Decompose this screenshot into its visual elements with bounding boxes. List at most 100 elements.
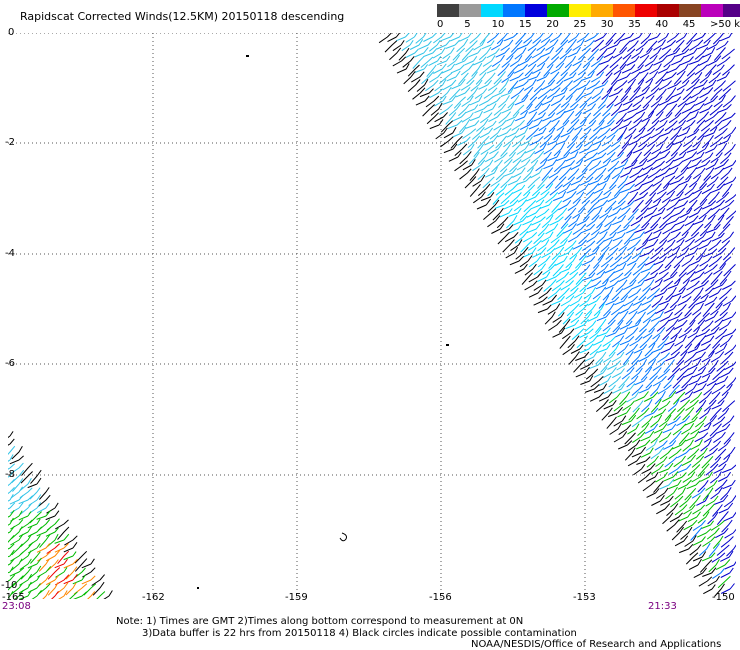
wind-barb-57 xyxy=(545,39,559,51)
wind-barb-1019 xyxy=(614,295,629,306)
wind-barb-1217 xyxy=(688,375,702,386)
wind-barb-743 xyxy=(535,208,550,219)
wind-barb-672 xyxy=(656,182,670,195)
wind-barb-1178 xyxy=(644,358,657,373)
wind-barb-414 xyxy=(566,119,580,133)
wind-barb-1143 xyxy=(651,343,666,354)
wind-barb-1322 xyxy=(618,440,633,450)
wind-barb-1441 xyxy=(720,536,734,548)
wind-barb-309 xyxy=(534,95,548,109)
wind-barb-1120 xyxy=(611,335,625,348)
wind-barb-404 xyxy=(476,118,489,132)
wind-barb-1242 xyxy=(626,391,640,403)
wind-barb-554 xyxy=(673,151,687,162)
wind-barb-1335 xyxy=(631,446,646,458)
wind-barb-1056 xyxy=(570,311,584,324)
wind-barb-1568 xyxy=(19,573,33,586)
wind-barb-979 xyxy=(650,279,663,291)
wind-map[interactable] xyxy=(8,33,736,599)
wind-barb-550 xyxy=(639,151,652,164)
wind-barb-1453 xyxy=(688,558,702,571)
wind-barb-127 xyxy=(501,55,514,68)
wind-barb-1499 xyxy=(36,503,50,514)
wind-barb-132 xyxy=(546,56,560,69)
wind-barb-242 xyxy=(560,80,573,93)
wind-barb-1397 xyxy=(651,495,665,506)
wind-barb-1200 xyxy=(683,366,698,378)
wind-barb-1496 xyxy=(10,502,24,514)
wind-barb-1389 xyxy=(656,487,669,499)
wind-barb-86 xyxy=(468,48,482,58)
wind-barb-1255 xyxy=(613,400,627,412)
wind-barb-373 xyxy=(498,111,511,124)
wind-barb-657 xyxy=(523,184,536,197)
wind-barb-50 xyxy=(481,40,495,50)
wind-barb-262 xyxy=(419,88,434,98)
wind-barb-76 xyxy=(716,40,729,51)
wind-barb-1528 xyxy=(64,535,78,546)
wind-barb-1285 xyxy=(631,416,646,428)
wind-barb-932 xyxy=(640,263,656,274)
wind-barb-544 xyxy=(583,152,598,162)
wind-barb-924 xyxy=(569,263,583,276)
wind-barb-264 xyxy=(439,86,452,101)
wind-barb-161 xyxy=(479,64,492,76)
wind-barb-1237 xyxy=(721,383,733,396)
wind-barb-1138 xyxy=(608,342,620,357)
wind-barb-1156 xyxy=(602,351,616,363)
wind-barb-711 xyxy=(494,200,510,209)
wind-barb-350 xyxy=(593,104,606,117)
wind-barb-1065 xyxy=(650,310,664,322)
land-mark-1 xyxy=(246,55,249,57)
wind-barb-1544 xyxy=(63,551,77,561)
wind-barb-1543 xyxy=(57,550,70,565)
wind-barb-1214 xyxy=(663,375,675,389)
wind-barb-564 xyxy=(491,159,503,173)
wind-barb-236 xyxy=(507,80,519,93)
wind-barb-589 xyxy=(714,158,729,170)
wind-barb-1103 xyxy=(635,328,647,341)
wind-barb-775 xyxy=(576,216,590,226)
wind-barb-1378 xyxy=(642,480,656,492)
wind-barb-1102 xyxy=(625,327,639,340)
wind-barb-1375 xyxy=(700,471,713,482)
wind-barb-1045 xyxy=(655,302,669,315)
wind-barb-988 xyxy=(528,286,543,298)
wind-barb-741 xyxy=(519,208,532,221)
wind-barb-997 xyxy=(611,288,624,301)
wind-barb-531 xyxy=(468,151,480,165)
wind-barb-330 xyxy=(722,95,736,108)
wind-barb-681 xyxy=(480,192,495,202)
wind-barb-331 xyxy=(422,104,435,117)
wind-barb-1545 xyxy=(74,550,88,564)
wind-barb-305 xyxy=(498,95,510,108)
wind-barb-1220 xyxy=(715,376,729,386)
wind-barb-425 xyxy=(664,120,678,132)
wind-barb-1513 xyxy=(55,519,69,530)
wind-barb-914 xyxy=(689,254,704,266)
wind-barb-1267 xyxy=(722,400,736,413)
wind-barb-832 xyxy=(623,231,636,245)
wind-barb-1151 xyxy=(724,344,736,356)
wind-barb-624 xyxy=(490,176,504,187)
wind-barb-8 xyxy=(450,33,463,42)
wind-barb-203 xyxy=(527,71,541,81)
wind-barb-70 xyxy=(661,40,676,50)
wind-barb-927 xyxy=(596,263,609,276)
wind-barb-949 xyxy=(582,272,596,281)
wind-barb-1282 xyxy=(606,416,617,429)
wind-barb-209 xyxy=(581,70,595,81)
wind-barb-746 xyxy=(564,207,577,221)
wind-barb-204 xyxy=(536,71,550,82)
wind-barb-839 xyxy=(685,232,700,243)
wind-barb-668 xyxy=(620,183,635,193)
wind-barb-1398 xyxy=(660,495,674,506)
wind-barb-1519 xyxy=(45,527,59,537)
wind-barb-332 xyxy=(430,102,443,116)
wind-map-canvas xyxy=(8,33,736,599)
wind-barb-173 xyxy=(587,63,601,77)
wind-barb-1239 xyxy=(598,391,613,402)
wind-barb-1514 xyxy=(8,525,15,534)
wind-barb-1522 xyxy=(10,533,24,546)
wind-barb-922 xyxy=(552,264,564,277)
